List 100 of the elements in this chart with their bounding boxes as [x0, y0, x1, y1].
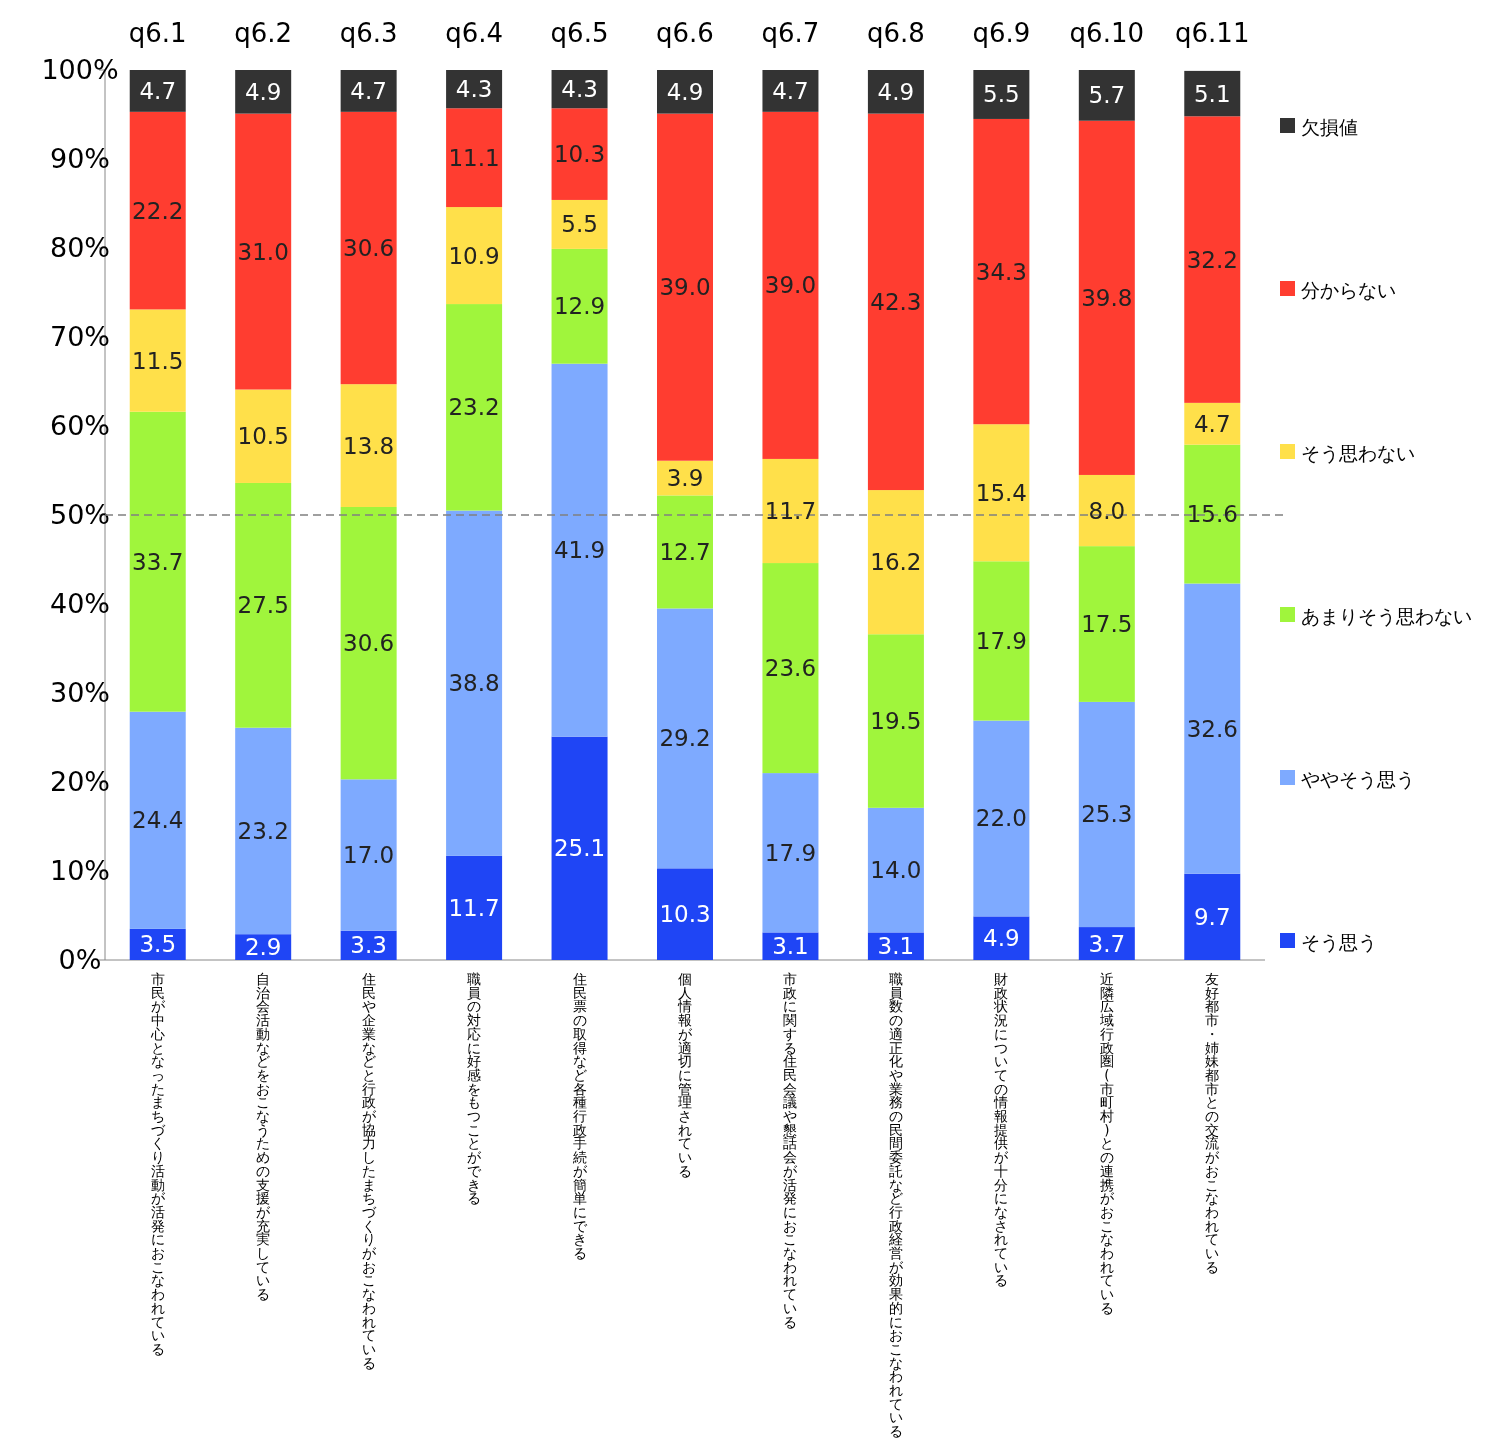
bar [340, 779, 397, 931]
data-label: 3.1 [877, 933, 915, 960]
data-label: 30.6 [343, 630, 395, 657]
category-label: 自治会活動などをおこなうための支援が充実している [256, 971, 271, 1303]
bar [235, 70, 292, 114]
data-label: 12.7 [659, 538, 711, 565]
data-label: 5.5 [983, 81, 1020, 108]
bar [1184, 402, 1241, 445]
bar [551, 199, 608, 249]
y-tick-label: 20% [49, 766, 111, 797]
data-label: 13.8 [343, 432, 395, 459]
text: q6.5 [550, 18, 609, 48]
text: q6.11 [1175, 18, 1250, 48]
bar [762, 458, 819, 564]
data-label: 10.3 [553, 141, 606, 168]
bar [867, 70, 924, 114]
data-label: 19.5 [870, 708, 922, 735]
text: q6.8 [866, 18, 925, 48]
bar [446, 108, 503, 208]
data-label: 30.6 [343, 235, 395, 261]
bar [1078, 701, 1135, 928]
category-label: 住民票の取得など各種行政手続が簡単にできる [572, 971, 587, 1261]
bar [973, 916, 1030, 960]
data-label: 15.4 [975, 479, 1027, 506]
data-label: 32.2 [1186, 246, 1238, 273]
bar [657, 495, 713, 609]
data-label: 32.6 [1186, 715, 1238, 742]
bar [129, 309, 186, 412]
category-label: 市政に関する住民会議や懇話会が活発におこなわれている [783, 971, 798, 1330]
bar [235, 389, 292, 483]
data-label: 17.0 [343, 841, 395, 868]
bar [1078, 120, 1135, 475]
text: q6.3 [339, 18, 398, 48]
y-tick-label: 100% [41, 54, 119, 85]
data-label: 24.4 [132, 807, 184, 834]
bar [867, 490, 924, 635]
data-label: 23.6 [764, 655, 817, 682]
bar [867, 634, 924, 808]
data-label: 4.9 [877, 78, 915, 105]
legend-label: あまりそう思わない [1301, 605, 1472, 627]
data-label: 4.7 [1193, 410, 1231, 437]
y-tick-label: 90% [49, 143, 111, 174]
bar [1184, 873, 1241, 960]
bar [551, 248, 608, 364]
data-label: 39.0 [659, 274, 711, 301]
data-label: 5.5 [561, 211, 598, 238]
data-label: 22.0 [975, 805, 1027, 832]
y-tick-label: 80% [49, 232, 111, 263]
bar [762, 70, 819, 112]
data-label: 14.0 [870, 857, 922, 884]
bar [129, 711, 186, 929]
data-label: 4.3 [561, 76, 598, 103]
data-label: 5.7 [1088, 82, 1126, 109]
bar [446, 855, 503, 960]
data-label: 10.5 [237, 423, 289, 450]
bar [1078, 546, 1135, 702]
text: q6.4 [445, 18, 504, 48]
category-label: 財政状況についての情報提供が十分になされている [994, 971, 1009, 1289]
bar [1184, 444, 1241, 584]
data-label: 4.9 [244, 78, 282, 105]
y-tick-label: 70% [49, 321, 111, 352]
bar [551, 363, 608, 737]
bar [762, 111, 819, 459]
category-label: 市民が中心となったまちづくり活動が活発におこなわれている [150, 971, 165, 1357]
data-label: 39.0 [764, 272, 817, 299]
data-label: 3.5 [139, 931, 177, 958]
data-label: 11.1 [448, 144, 500, 171]
text: q6.2 [234, 18, 293, 48]
bar [446, 510, 503, 856]
data-label: 10.3 [659, 901, 711, 928]
bar [973, 561, 1030, 721]
bar [657, 868, 713, 960]
bar [340, 506, 397, 780]
data-label: 23.2 [237, 817, 289, 844]
data-label: 3.1 [772, 933, 809, 960]
text: q6.6 [656, 18, 714, 48]
text: q6.9 [972, 18, 1031, 48]
data-label: 5.1 [1193, 80, 1231, 107]
legend-label: そう思う [1301, 931, 1377, 953]
data-label: 25.3 [1081, 801, 1133, 828]
bar [1078, 70, 1135, 121]
data-label: 22.2 [132, 197, 184, 224]
data-label: 41.9 [553, 537, 606, 564]
bar [762, 563, 819, 774]
data-label: 17.5 [1081, 611, 1133, 638]
bar [1184, 583, 1241, 874]
bar [446, 304, 503, 511]
data-label: 31.0 [237, 238, 289, 265]
data-label: 10.9 [448, 242, 500, 269]
bar [235, 113, 292, 390]
y-tick-label: 50% [49, 499, 111, 530]
data-label: 4.7 [772, 77, 809, 104]
data-label: 4.9 [666, 78, 704, 105]
data-label: 4.3 [455, 76, 493, 103]
bar [551, 108, 608, 200]
bar [657, 70, 713, 114]
data-label: 33.7 [132, 548, 184, 575]
data-label: 11.7 [448, 894, 500, 921]
category-label: 住民や企業などと行政が協力したまちづくりがおこなわれている [361, 971, 376, 1371]
bar [973, 424, 1030, 562]
